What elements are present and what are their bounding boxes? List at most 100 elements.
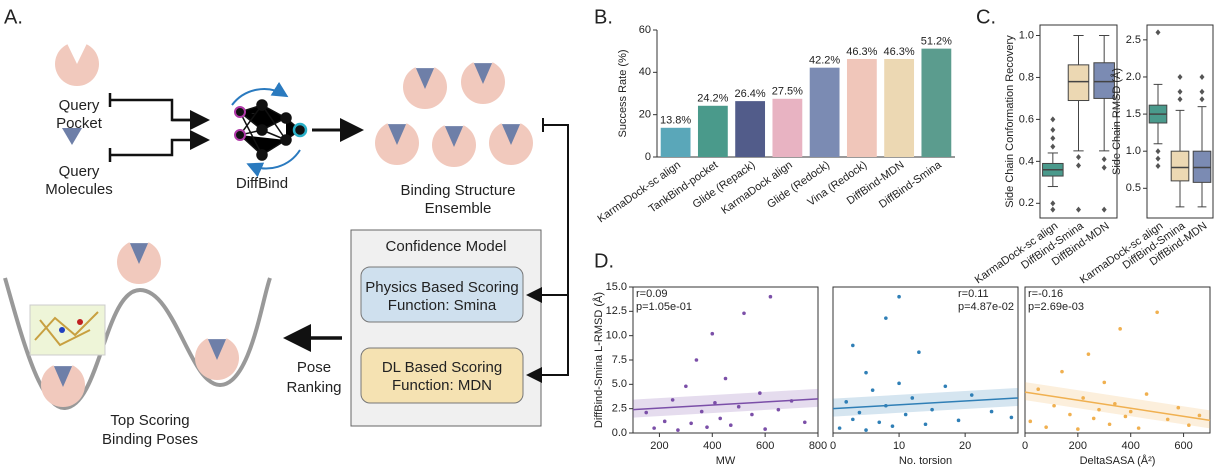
y-tick-label: 2.5 (612, 403, 627, 415)
point (1176, 405, 1181, 410)
point (1107, 422, 1112, 427)
point (1123, 414, 1128, 419)
point (851, 343, 855, 348)
annotation: r=0.09 (636, 288, 668, 300)
point (713, 401, 717, 405)
point (1081, 396, 1085, 400)
connector (108, 93, 205, 162)
outlier (1076, 162, 1081, 169)
dl-box (360, 347, 524, 404)
outlier (1155, 29, 1161, 36)
y-tick-label: 15.0 (606, 281, 627, 293)
value-label: 13.8% (660, 115, 691, 127)
point (1036, 387, 1041, 392)
point (877, 420, 882, 425)
point (723, 376, 728, 381)
point (1044, 425, 1048, 429)
outlier (1177, 88, 1183, 95)
outlier (1050, 135, 1056, 142)
x-tick-label: 200 (1069, 440, 1087, 452)
label: Molecules (45, 181, 113, 198)
pose-thumbnail (77, 319, 83, 325)
pocket-icons (41, 44, 533, 407)
point (890, 424, 895, 428)
bar (697, 105, 728, 157)
point (1118, 327, 1122, 331)
pose-thumbnail (59, 327, 65, 333)
point (1165, 417, 1170, 422)
point (1102, 380, 1107, 385)
point (844, 400, 849, 404)
point (1076, 427, 1080, 431)
point (1155, 310, 1159, 315)
point (662, 419, 667, 424)
ligand (387, 124, 407, 145)
y-tick-label: 0.4 (1019, 155, 1034, 167)
fit-line (1024, 391, 1211, 422)
y-tick-label: 5.0 (612, 378, 627, 390)
label: Binding Poses (102, 431, 198, 448)
ligand (62, 128, 82, 145)
y-tick-label: 60 (639, 24, 651, 36)
bar (809, 67, 840, 157)
panel-label: A. (4, 6, 23, 28)
pose-thumbnail (29, 304, 106, 356)
point (710, 331, 715, 336)
point (1060, 369, 1064, 374)
plot-frame (1024, 286, 1211, 434)
y-axis-label: Side Chain Conformation Recovery (1004, 35, 1016, 208)
confidence-band (1025, 382, 1210, 429)
panel-label: C. (976, 6, 996, 28)
confidence-band (633, 388, 818, 418)
y-tick-label: 20 (639, 109, 651, 121)
y-tick-label: 0 (645, 151, 651, 163)
point (857, 410, 862, 415)
bar (660, 127, 691, 157)
outlier (1076, 154, 1081, 161)
y-axis-label: Side Chain RMSD (Å) (1110, 68, 1123, 175)
outlier (1101, 156, 1107, 163)
x-tick-label: 0 (1022, 440, 1028, 452)
label: Pose (297, 359, 331, 376)
point (1113, 402, 1117, 406)
y-tick-label: 1.0 (1126, 145, 1141, 157)
pocket (54, 44, 99, 86)
point (917, 350, 921, 355)
panel-label: B. (594, 6, 613, 28)
point (718, 416, 723, 421)
value-label: 46.3% (884, 46, 915, 58)
ligand (415, 68, 435, 89)
y-axis-label: DiffBind-Smina L-RMSD (Å) (592, 292, 605, 428)
x-tick-label: DiffBind-Smina (877, 159, 945, 211)
bar (921, 48, 952, 158)
label: Physics Based Scoring (365, 279, 518, 296)
y-tick-label: 0.5 (1126, 182, 1141, 194)
outlier (1177, 73, 1183, 80)
ligand (53, 366, 73, 387)
point (930, 407, 934, 412)
outlier (1050, 116, 1056, 123)
physics-box (360, 266, 524, 323)
box (1170, 150, 1190, 182)
label: Ensemble (425, 200, 492, 217)
point (689, 421, 693, 426)
fit-line (832, 397, 1019, 410)
point (910, 396, 915, 400)
x-axis-label: DeltaSASA (Å²) (1080, 454, 1156, 467)
annotation: p=1.05e-01 (636, 301, 692, 313)
label: Ranking (286, 379, 341, 396)
ligand (129, 243, 149, 264)
point (670, 398, 675, 402)
outlier (1199, 96, 1205, 103)
x-tick-label: 400 (1122, 440, 1140, 452)
point (870, 388, 875, 392)
point (736, 404, 741, 409)
point (1086, 352, 1091, 356)
point (897, 294, 901, 299)
point (758, 391, 762, 395)
y-tick-label: 10.0 (606, 330, 627, 342)
point (776, 407, 781, 412)
label: Query (59, 97, 100, 114)
plot-frame (1146, 24, 1214, 219)
